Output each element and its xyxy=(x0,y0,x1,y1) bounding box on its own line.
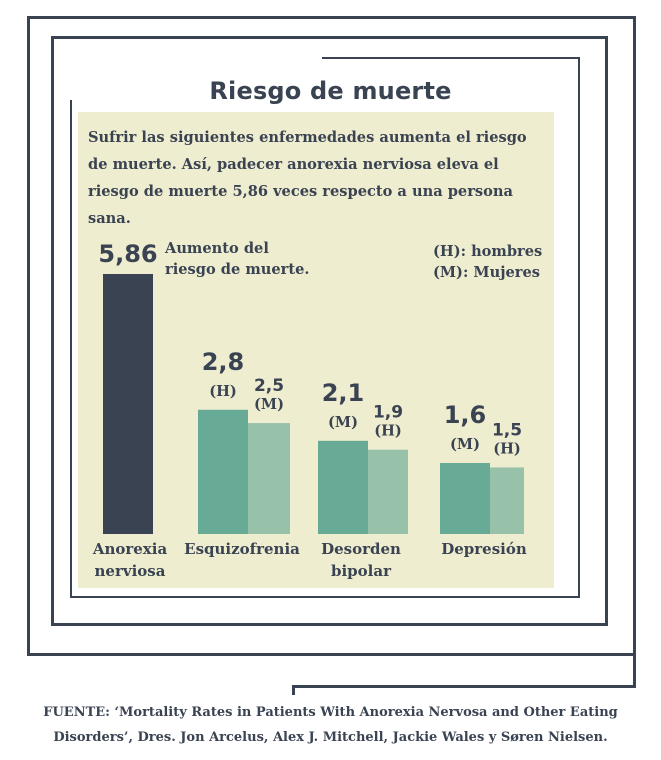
sex-label-6: (H) xyxy=(493,440,521,457)
title-frame-right xyxy=(578,57,580,598)
inner-frame-bottom xyxy=(51,623,608,626)
bar-0 xyxy=(103,274,153,534)
value-label-2: 2,5 xyxy=(254,376,284,396)
bar-6 xyxy=(490,467,524,534)
outer-frame-tail xyxy=(292,685,636,688)
inner-frame-left xyxy=(51,36,54,626)
category-label-0-1: nerviosa xyxy=(95,562,166,580)
sex-label-3: (M) xyxy=(328,414,358,431)
bar-1 xyxy=(198,409,248,534)
sex-label-4: (H) xyxy=(374,423,402,440)
source-line-1: FUENTE: ‘Mortality Rates in Patients Wit… xyxy=(43,705,618,720)
bar-4 xyxy=(368,449,408,534)
bar-3 xyxy=(318,440,368,534)
inner-frame-top xyxy=(51,36,608,39)
outer-frame-left xyxy=(27,16,30,656)
value-label-4: 1,9 xyxy=(373,403,403,423)
title-frame-top xyxy=(322,57,580,59)
source-note: FUENTE: ‘Mortality Rates in Patients Wit… xyxy=(0,700,661,750)
value-label-5: 1,6 xyxy=(444,401,487,429)
value-label-0: 5,86 xyxy=(98,240,157,268)
sex-label-2: (M) xyxy=(254,396,284,413)
value-label-6: 1,5 xyxy=(492,420,522,440)
outer-frame-bottom xyxy=(27,653,636,656)
source-line-2: Disorders’, Dres. Jon Arcelus, Alex J. M… xyxy=(53,730,608,745)
legend-item-mujeres: (M): Mujeres xyxy=(433,264,540,281)
bar-2 xyxy=(248,423,290,534)
value-label-1: 2,8 xyxy=(202,348,245,376)
category-label-0-0: Anorexia xyxy=(92,540,168,558)
category-label-2-0: Desorden xyxy=(321,540,401,558)
sex-label-5: (M) xyxy=(450,436,480,453)
inner-frame-right xyxy=(605,36,608,626)
legend-item-hombres: (H): hombres xyxy=(433,243,543,260)
bar-5 xyxy=(440,463,490,534)
title-frame-left xyxy=(70,100,72,598)
annotation-text: Aumento del riesgo de muerte. xyxy=(165,240,310,278)
sex-label-1: (H) xyxy=(209,383,237,400)
chart-subtitle: Sufrir las siguientes enfermedades aumen… xyxy=(88,129,527,227)
outer-frame-top xyxy=(27,16,636,19)
category-label-3-0: Depresión xyxy=(441,540,527,558)
title-frame-bottom xyxy=(70,596,580,598)
category-label-2-1: bipolar xyxy=(331,562,392,580)
category-label-1-0: Esquizofrenia xyxy=(184,540,300,558)
outer-frame-right xyxy=(633,16,636,688)
value-label-3: 2,1 xyxy=(322,379,365,407)
outer-frame-tail-end xyxy=(292,685,295,695)
chart-title: Riesgo de muerte xyxy=(209,77,452,105)
